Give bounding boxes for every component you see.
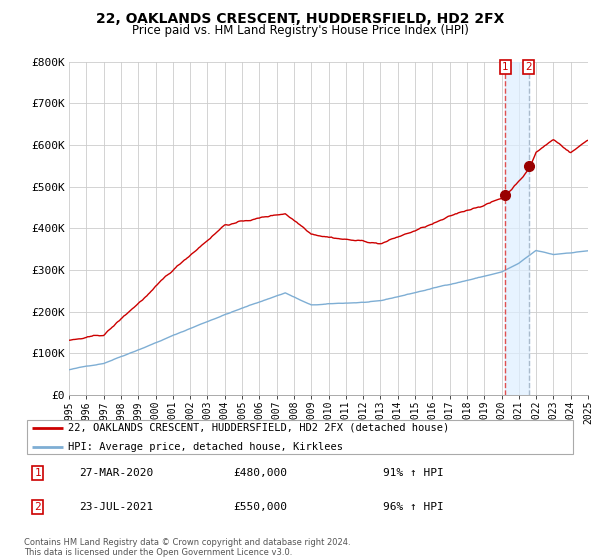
- Text: 22, OAKLANDS CRESCENT, HUDDERSFIELD, HD2 2FX (detached house): 22, OAKLANDS CRESCENT, HUDDERSFIELD, HD2…: [68, 423, 449, 433]
- Text: 23-JUL-2021: 23-JUL-2021: [79, 502, 154, 512]
- Text: £480,000: £480,000: [234, 468, 288, 478]
- Text: Contains HM Land Registry data © Crown copyright and database right 2024.
This d: Contains HM Land Registry data © Crown c…: [24, 538, 350, 557]
- Text: 2: 2: [526, 62, 532, 72]
- Text: 1: 1: [502, 62, 509, 72]
- Bar: [505, 62, 529, 395]
- Text: 96% ↑ HPI: 96% ↑ HPI: [383, 502, 443, 512]
- Text: 91% ↑ HPI: 91% ↑ HPI: [383, 468, 443, 478]
- Text: £550,000: £550,000: [234, 502, 288, 512]
- Text: Price paid vs. HM Land Registry's House Price Index (HPI): Price paid vs. HM Land Registry's House …: [131, 24, 469, 37]
- Text: HPI: Average price, detached house, Kirklees: HPI: Average price, detached house, Kirk…: [68, 442, 343, 452]
- Text: 2: 2: [34, 502, 41, 512]
- Text: 22, OAKLANDS CRESCENT, HUDDERSFIELD, HD2 2FX: 22, OAKLANDS CRESCENT, HUDDERSFIELD, HD2…: [96, 12, 504, 26]
- Text: 1: 1: [34, 468, 41, 478]
- FancyBboxPatch shape: [27, 420, 573, 455]
- Text: 27-MAR-2020: 27-MAR-2020: [79, 468, 154, 478]
